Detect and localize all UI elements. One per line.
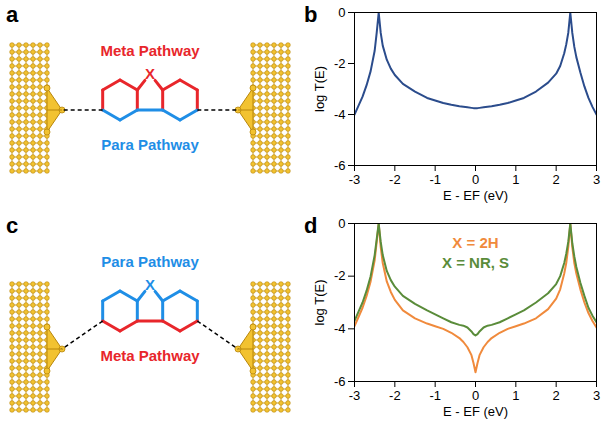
html-text:c: c bbox=[6, 213, 19, 238]
svg-text:-2: -2 bbox=[334, 268, 346, 283]
svg-text:-3: -3 bbox=[349, 388, 361, 403]
svg-text:E - EF (eV): E - EF (eV) bbox=[443, 188, 508, 203]
svg-text:-6: -6 bbox=[334, 374, 346, 389]
svg-text:-4: -4 bbox=[334, 107, 346, 122]
svg-text:-2: -2 bbox=[389, 172, 401, 187]
svg-text:-1: -1 bbox=[429, 172, 441, 187]
svg-text:X = 2H: X = 2H bbox=[452, 234, 498, 251]
html-text:a: a bbox=[6, 2, 19, 27]
svg-text:X: X bbox=[145, 65, 155, 82]
svg-text:2: 2 bbox=[553, 172, 560, 187]
svg-text:Para Pathway: Para Pathway bbox=[101, 253, 199, 270]
svg-text:-3: -3 bbox=[349, 172, 361, 187]
svg-text:0: 0 bbox=[338, 5, 345, 20]
svg-text:log T(E): log T(E) bbox=[312, 280, 327, 326]
svg-text:log T(E): log T(E) bbox=[312, 66, 327, 112]
svg-text:X: X bbox=[145, 276, 155, 293]
svg-text:1: 1 bbox=[512, 388, 519, 403]
svg-text:-6: -6 bbox=[334, 158, 346, 173]
svg-text:-2: -2 bbox=[334, 56, 346, 71]
svg-text:-2: -2 bbox=[389, 388, 401, 403]
svg-text:0: 0 bbox=[472, 172, 479, 187]
svg-text:Meta Pathway: Meta Pathway bbox=[100, 347, 200, 364]
svg-text:E - EF (eV): E - EF (eV) bbox=[443, 404, 508, 419]
svg-text:3: 3 bbox=[593, 388, 600, 403]
svg-text:Meta Pathway: Meta Pathway bbox=[100, 42, 200, 59]
svg-text:1: 1 bbox=[512, 172, 519, 187]
svg-text:0: 0 bbox=[338, 216, 345, 231]
svg-text:2: 2 bbox=[553, 388, 560, 403]
svg-text:-4: -4 bbox=[334, 321, 346, 336]
svg-text:Para Pathway: Para Pathway bbox=[101, 136, 199, 153]
svg-text:-1: -1 bbox=[429, 388, 441, 403]
html-text:b: b bbox=[304, 2, 318, 27]
html-text:d: d bbox=[304, 213, 318, 238]
svg-text:X = NR, S: X = NR, S bbox=[442, 254, 509, 271]
svg-text:3: 3 bbox=[593, 172, 600, 187]
svg-text:0: 0 bbox=[472, 388, 479, 403]
